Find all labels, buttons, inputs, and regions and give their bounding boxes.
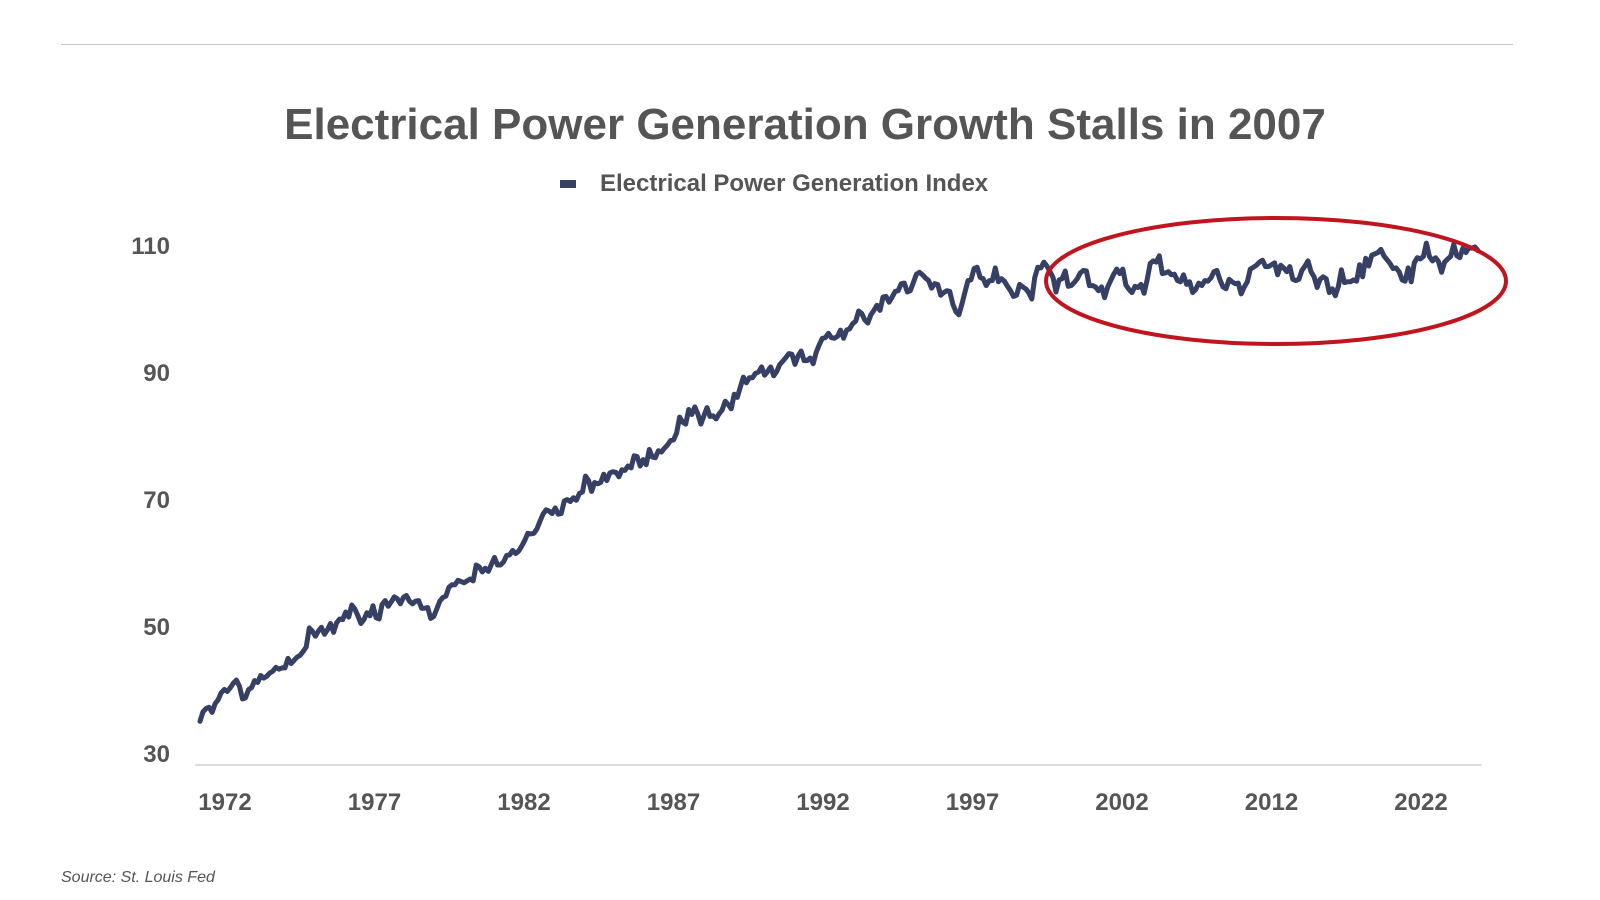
y-tick-label: 110 (131, 233, 170, 260)
y-tick-label: 30 (143, 741, 170, 768)
x-tick-label: 1972 (198, 789, 251, 816)
x-tick-label: 1977 (348, 789, 401, 816)
legend-label: Electrical Power Generation Index (600, 170, 989, 197)
x-tick-label: 2022 (1394, 789, 1447, 816)
x-tick-label: 2012 (1245, 789, 1298, 816)
chart-title: Electrical Power Generation Growth Stall… (284, 100, 1326, 149)
x-axis-ticks: 1972 1977 1982 1987 1992 1997 2002 2012 2022 (198, 789, 1447, 816)
source-note: Source: St. Louis Fed (61, 869, 215, 886)
x-tick-label: 1987 (647, 789, 700, 816)
top-rule (61, 44, 1513, 45)
y-tick-label: 90 (143, 360, 170, 387)
x-tick-label: 2002 (1095, 789, 1148, 816)
y-axis-ticks: 30 50 70 90 110 (131, 233, 170, 768)
highlight-ellipse (1044, 216, 1508, 346)
y-tick-label: 70 (143, 487, 170, 514)
x-tick-label: 1982 (497, 789, 550, 816)
legend-swatch (560, 180, 576, 188)
x-tick-label: 1992 (796, 789, 849, 816)
series-line-electrical-power-generation-index (197, 240, 1481, 724)
y-tick-label: 50 (143, 614, 170, 641)
legend: Electrical Power Generation Index (560, 169, 988, 199)
x-tick-label: 1997 (946, 789, 999, 816)
